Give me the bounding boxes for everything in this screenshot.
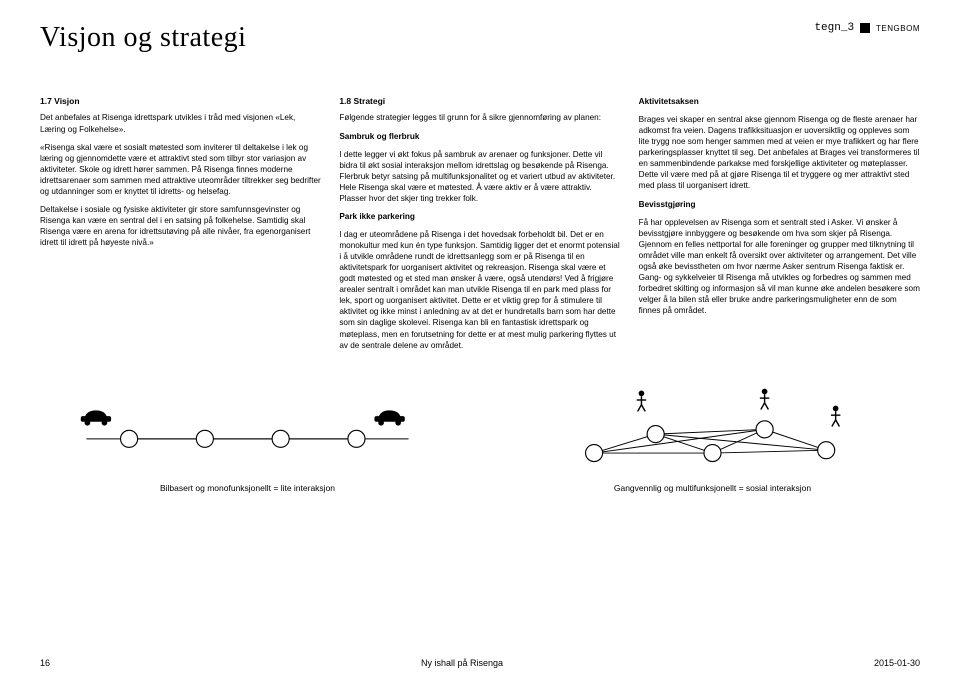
column-visjon: 1.7 Visjon Det anbefales at Risenga idre… <box>40 96 321 358</box>
body-columns: 1.7 Visjon Det anbefales at Risenga idre… <box>40 96 920 358</box>
heading-strategi: 1.8 Strategi <box>339 96 620 107</box>
footer-date: 2015-01-30 <box>874 658 920 668</box>
doc-code: tegn_3 <box>814 22 854 34</box>
brand-name: TENGBOM <box>876 24 920 33</box>
paragraph: «Risenga skal være et sosialt møtested s… <box>40 142 321 197</box>
page-number: 16 <box>40 658 50 668</box>
brand-mark-icon <box>860 23 870 33</box>
column-strategi: 1.8 Strategi Følgende strategier legges … <box>339 96 620 358</box>
subhead-bevisstgjoring: Bevisstgjøring <box>639 200 696 209</box>
paragraph: I dette legger vi økt fokus på sambruk a… <box>339 149 620 204</box>
paragraph: Få har opplevelsen av Risenga som et sen… <box>639 217 920 317</box>
paragraph: Følgende strategier legges til grunn for… <box>339 112 620 123</box>
subhead-sambruk: Sambruk og flerbruk <box>339 132 419 141</box>
paragraph: Deltakelse i sosiale og fysiske aktivite… <box>40 204 321 248</box>
subhead-aktivitetsaksen: Aktivitetsaksen <box>639 97 699 106</box>
paragraph: I dag er uteområdene på Risenga i det ho… <box>339 229 620 351</box>
caption-right: Gangvennlig og multifunksjonellt = sosia… <box>505 483 920 493</box>
heading-visjon: 1.7 Visjon <box>40 96 321 107</box>
header: Visjon og strategi tegn_3 TENGBOM <box>40 22 920 54</box>
doc-meta: tegn_3 TENGBOM <box>814 22 920 34</box>
paragraph: Det anbefales at Risenga idrettspark utv… <box>40 112 321 134</box>
subhead-park: Park ikke parkering <box>339 212 415 221</box>
footer-title: Ny ishall på Risenga <box>421 658 503 668</box>
paragraph: Brages vei skaper en sentral akse gjenno… <box>639 114 920 191</box>
column-right: Aktivitetsaksen Brages vei skaper en sen… <box>639 96 920 358</box>
footer: 16 Ny ishall på Risenga 2015-01-30 <box>40 658 920 668</box>
diagrams: Bilbasert og monofunksjonellt = lite int… <box>40 382 920 493</box>
page-title: Visjon og strategi <box>40 22 246 54</box>
diagram-left: Bilbasert og monofunksjonellt = lite int… <box>40 382 455 493</box>
caption-left: Bilbasert og monofunksjonellt = lite int… <box>40 483 455 493</box>
diagram-left-svg <box>40 382 455 472</box>
diagram-right-svg <box>505 382 920 472</box>
diagram-right: Gangvennlig og multifunksjonellt = sosia… <box>505 382 920 493</box>
